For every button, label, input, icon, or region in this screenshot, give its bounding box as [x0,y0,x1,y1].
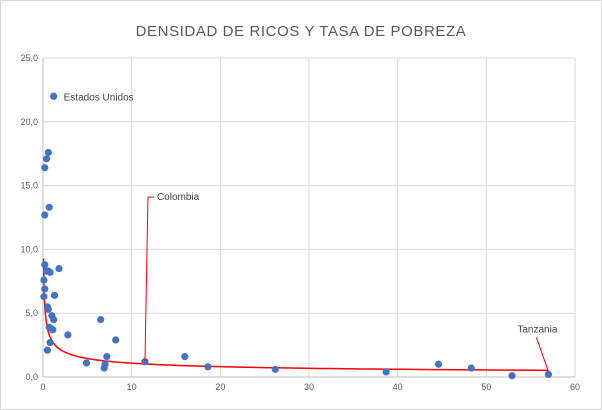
x-tick-label: 50 [481,382,491,392]
data-point [112,336,120,344]
x-tick-label: 10 [127,382,137,392]
data-point [44,148,52,157]
y-tick-label: 10,0 [20,244,38,254]
data-point [43,346,52,354]
power-trendline [42,258,549,372]
data-point [544,370,553,379]
data-points [40,92,553,380]
chart-title: DENSIDAD DE RICOS Y TASA DE POBREZA [136,23,467,40]
data-point [50,291,59,299]
data-point [46,338,54,347]
data-point [49,326,57,334]
data-point [82,359,91,367]
data-point [382,368,390,376]
data-point [50,92,58,100]
data-point [141,358,149,366]
data-point [42,155,51,163]
data-point [41,211,49,219]
annotation-estados-unidos: Estados Unidos [64,92,134,103]
x-tick-label: 30 [304,382,314,392]
data-point [44,305,52,313]
data-point [41,285,49,293]
gridlines [42,57,576,378]
data-point [204,363,212,371]
data-point [103,352,111,361]
data-point [55,264,63,273]
data-point [181,352,189,361]
y-tick-label: 5,0 [25,308,38,318]
data-point [46,268,54,276]
callout-line-colombia [144,196,154,362]
tick-labels: 0,0 5,0 10,0 15,0 20,0 25,0 0 10 20 30 40 50 60 [20,53,580,392]
y-tick-label: 20,0 [20,117,38,127]
y-tick-label: 0,0 [25,372,38,382]
data-point [45,203,53,211]
annotations: Estados Unidos Colombia Tanzania [64,92,558,372]
annotation-colombia: Colombia [157,192,200,203]
data-point [41,164,49,172]
data-point [100,364,108,372]
y-tick-label: 15,0 [20,181,38,191]
x-tick-label: 60 [570,382,580,392]
x-tick-label: 20 [215,382,225,392]
data-point [64,331,72,339]
x-tick-label: 0 [40,382,45,392]
callout-line-tanzania [535,337,549,372]
y-tick-label: 25,0 [20,53,38,63]
data-point [97,315,105,324]
data-point [40,293,48,301]
data-point [467,364,475,372]
data-point [41,261,49,269]
annotation-tanzania: Tanzania [517,324,557,335]
data-point [271,365,279,373]
trendline-group [42,258,549,372]
x-tick-label: 40 [393,382,403,392]
data-point [50,315,58,324]
data-point [434,360,443,368]
data-point [40,276,48,284]
data-point [508,372,516,380]
